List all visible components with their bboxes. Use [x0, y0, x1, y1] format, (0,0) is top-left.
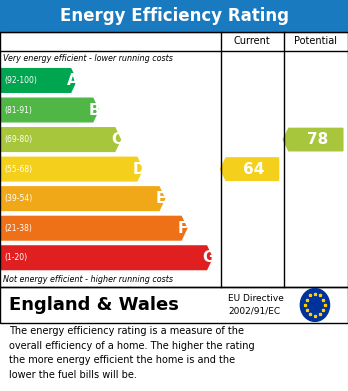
- Polygon shape: [0, 98, 98, 122]
- Text: (21-38): (21-38): [4, 224, 32, 233]
- Text: The energy efficiency rating is a measure of the
overall efficiency of a home. T: The energy efficiency rating is a measur…: [9, 326, 254, 380]
- Text: (55-68): (55-68): [4, 165, 32, 174]
- Text: Potential: Potential: [294, 36, 337, 47]
- Polygon shape: [0, 246, 212, 269]
- Bar: [0, 0, 348, 32]
- Text: (1-20): (1-20): [4, 253, 27, 262]
- Text: G: G: [202, 250, 214, 265]
- Text: B: B: [89, 102, 100, 118]
- Polygon shape: [0, 128, 120, 151]
- Bar: [0, 287, 348, 323]
- Polygon shape: [0, 157, 143, 181]
- Polygon shape: [0, 187, 165, 210]
- Polygon shape: [283, 128, 343, 151]
- Bar: [0, 32, 348, 287]
- Text: F: F: [178, 221, 188, 236]
- Text: C: C: [111, 132, 122, 147]
- Polygon shape: [220, 158, 279, 180]
- Text: E: E: [156, 191, 166, 206]
- Text: (39-54): (39-54): [4, 194, 32, 203]
- Polygon shape: [0, 216, 187, 240]
- Circle shape: [300, 289, 330, 321]
- Text: 64: 64: [243, 161, 265, 177]
- Text: 78: 78: [307, 132, 328, 147]
- Polygon shape: [0, 69, 76, 92]
- Text: (69-80): (69-80): [4, 135, 32, 144]
- Text: (92-100): (92-100): [4, 76, 37, 85]
- Text: England & Wales: England & Wales: [9, 296, 179, 314]
- Text: D: D: [132, 161, 145, 177]
- Text: A: A: [66, 73, 78, 88]
- Text: Current: Current: [234, 36, 271, 47]
- Text: (81-91): (81-91): [4, 106, 32, 115]
- Text: Very energy efficient - lower running costs: Very energy efficient - lower running co…: [3, 54, 173, 63]
- Text: EU Directive
2002/91/EC: EU Directive 2002/91/EC: [228, 294, 284, 316]
- Text: Not energy efficient - higher running costs: Not energy efficient - higher running co…: [3, 275, 174, 285]
- Text: Energy Efficiency Rating: Energy Efficiency Rating: [60, 7, 288, 25]
